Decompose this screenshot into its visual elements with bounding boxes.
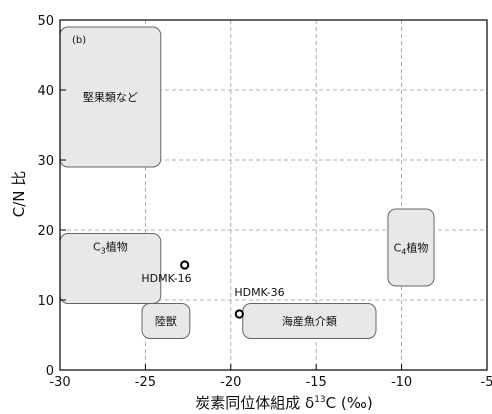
y-tick-label: 50 bbox=[37, 14, 54, 29]
x-tick-label: -10 bbox=[391, 375, 412, 390]
point-label: HDMK-16 bbox=[141, 272, 191, 285]
x-axis-label: 炭素同位体組成 δ13C (‰) bbox=[195, 394, 372, 412]
region-label-suffix: 植物 bbox=[406, 241, 428, 255]
x-tick-label: -30 bbox=[49, 375, 70, 390]
region-label-subscript: 4 bbox=[401, 248, 406, 257]
plot-frame bbox=[59, 19, 488, 371]
region-label: 海産魚介類 bbox=[282, 314, 337, 328]
y-tick-label: 0 bbox=[46, 364, 54, 379]
region-label: C4植物 bbox=[394, 241, 429, 257]
data-point bbox=[180, 260, 190, 270]
x-tick-label: -5 bbox=[481, 375, 492, 390]
panel-label: (b) bbox=[72, 35, 86, 46]
plot-border bbox=[59, 19, 488, 371]
labels: (b) 炭素同位体組成 δ13C (‰) C/N 比 bbox=[10, 35, 373, 412]
x-tick-label: -15 bbox=[306, 375, 327, 390]
region-box bbox=[242, 303, 377, 339]
y-axis-label: C/N 比 bbox=[10, 171, 28, 218]
region-box bbox=[387, 208, 435, 287]
points: HDMK-16 HDMK-36 bbox=[141, 260, 285, 319]
y-tick-label: 40 bbox=[37, 84, 54, 99]
region-box bbox=[141, 303, 191, 339]
region-label: 陸獣 bbox=[155, 314, 177, 328]
y-tick-label: 20 bbox=[37, 224, 54, 239]
data-point bbox=[234, 309, 244, 319]
region-label-subscript: 3 bbox=[101, 247, 106, 256]
y-tick-label: 30 bbox=[37, 154, 54, 169]
ticks: -30 -25 -20 -15 -10 -5 0 10 20 30 40 50 bbox=[37, 14, 492, 390]
point-label: HDMK-36 bbox=[234, 286, 284, 299]
y-tick-label: 10 bbox=[37, 294, 54, 309]
region-label-prefix: C bbox=[93, 241, 101, 254]
region-label-suffix: 植物 bbox=[106, 240, 128, 254]
region-label: 堅果類など bbox=[83, 91, 138, 104]
region-label: C3植物 bbox=[93, 240, 128, 256]
x-tick-label: -25 bbox=[135, 375, 156, 390]
region-label-prefix: C bbox=[394, 242, 402, 255]
x-tick-label: -20 bbox=[220, 375, 241, 390]
